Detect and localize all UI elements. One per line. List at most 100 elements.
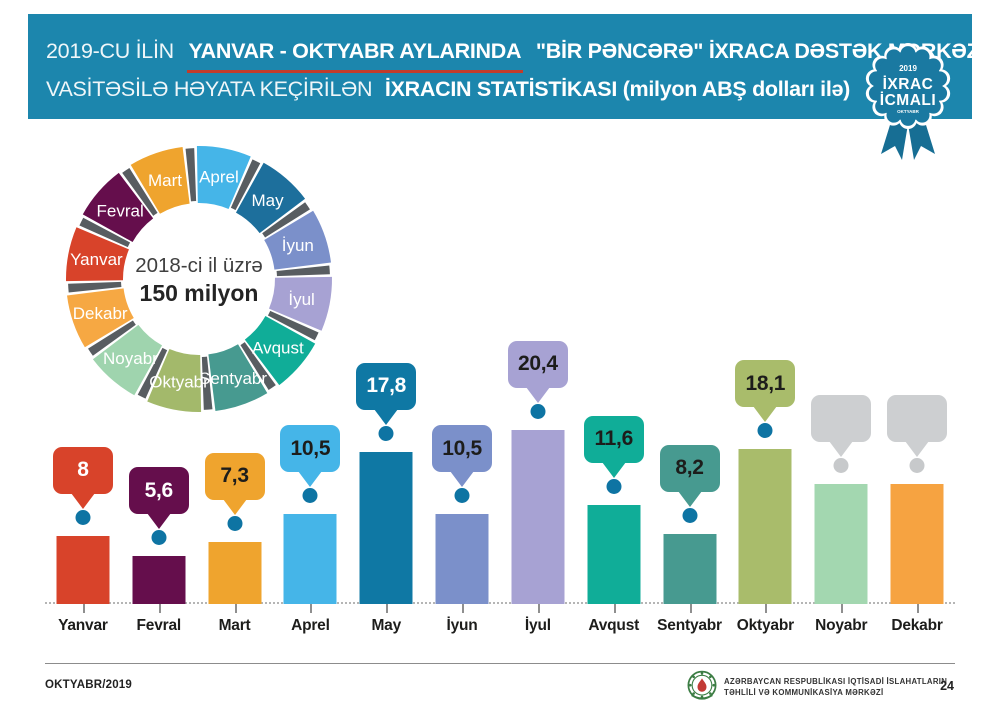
donut-segment-Noyabr — [92, 324, 163, 396]
pointer-dot-icon — [833, 458, 849, 473]
pointer-dot-icon — [302, 488, 318, 504]
donut-separator — [201, 356, 213, 410]
donut-segment-Fevral — [82, 172, 154, 243]
donut-segment-label: İyul — [288, 290, 314, 309]
value-bubble — [811, 395, 872, 442]
bar — [511, 429, 565, 604]
month-label: Yanvar — [58, 617, 108, 634]
pointer-dot-icon — [151, 530, 167, 546]
month-label: Oktyabr — [736, 617, 794, 634]
donut-segment-label: May — [251, 191, 284, 210]
donut-center-label: 2018-ci il üzrə 150 milyon — [60, 140, 338, 418]
title-line1-light: 2019-CU İLİN — [46, 39, 174, 63]
pointer-dot-icon — [757, 423, 773, 439]
donut-separator — [262, 202, 310, 238]
badge-title-line1: İXRAC — [883, 76, 934, 93]
donut-segment-label: Aprel — [199, 167, 239, 186]
value-bubble: 18,1 — [735, 360, 796, 408]
axis-tick — [310, 604, 313, 613]
donut-segment-label: Mart — [148, 171, 182, 190]
month-label: Noyabr — [815, 617, 868, 634]
footer-org-line2: TƏHLİLİ VƏ KOMMUNİKASİYA MƏRKƏZİ — [724, 688, 884, 697]
pointer-dot-icon — [682, 507, 698, 523]
bar-column-May: 17,8 May — [348, 130, 424, 634]
donut-segment-Sentyabr — [208, 344, 268, 411]
value-bubble: 8,2 — [659, 444, 720, 492]
month-label: Mart — [218, 617, 251, 634]
bar — [738, 449, 792, 604]
donut-segment-Oktyabr — [147, 349, 202, 412]
title-line1-underlined: YANVAR - OKTYABR AYLARINDA — [186, 35, 524, 73]
axis-tick — [158, 604, 161, 613]
bar-column-İyun: 10,5 İyun — [424, 130, 500, 634]
value-bubble: 17,8 — [356, 362, 417, 410]
donut-separator — [68, 281, 122, 293]
donut-center-line1: 2018-ci il üzrə — [135, 253, 263, 277]
state-emblem-icon — [686, 670, 718, 702]
donut-separator — [240, 342, 276, 390]
axis-tick — [537, 604, 540, 613]
bar — [208, 541, 262, 604]
axis-tick — [82, 604, 85, 613]
donut-segment-label: Avqust — [252, 339, 304, 358]
bar-column-Mart: 7,3 Mart — [197, 130, 273, 634]
month-label: İyul — [524, 617, 551, 634]
donut-segment-label: Yanvar — [70, 250, 123, 269]
bar — [663, 533, 717, 604]
bar-column-Yanvar: 8 Yanvar — [45, 130, 121, 634]
month-label: Avqust — [588, 617, 640, 634]
value-bubble: 10,5 — [280, 425, 341, 473]
bar-column-Oktyabr: 18,1 Oktyabr — [727, 130, 803, 634]
title-line2-bold: İXRACIN STATİSTİKASI (milyon ABŞ dolları… — [384, 77, 851, 101]
title-line2-light: VASİTƏSİLƏ HƏYATA KEÇİRİLƏN — [46, 77, 373, 101]
pointer-dot-icon — [454, 488, 470, 504]
footer-date: OKTYABR/2019 — [45, 679, 132, 691]
bar-column-Avqust: 11,6 Avqust — [576, 130, 652, 634]
value-bubble — [887, 395, 948, 442]
badge-title-line2: İCMALI — [880, 92, 936, 109]
bar-columns: 8 Yanvar 5,6 Fevral 7,3 Mart 10,5 Aprel 17,8 May 1… — [45, 130, 955, 634]
bar-column-Sentyabr: 8,2 Sentyabr — [652, 130, 728, 634]
badge-year: 2019 — [899, 64, 917, 73]
bar — [890, 484, 944, 604]
donut-separator — [276, 265, 330, 277]
bar-column-Noyabr: Noyabr — [803, 130, 879, 634]
badge-rosette-face — [868, 46, 948, 126]
value-bubble: 20,4 — [507, 340, 568, 388]
bar — [56, 535, 110, 604]
month-label: Fevral — [136, 617, 182, 634]
header-banner: 2019-CU İLİN YANVAR - OKTYABR AYLARINDA … — [28, 14, 985, 119]
value-bubble: 10,5 — [432, 425, 493, 473]
axis-tick — [234, 604, 237, 613]
bar — [132, 556, 186, 604]
bar-column-İyul: 20,4 İyul — [500, 130, 576, 634]
donut-segment-label: Fevral — [97, 201, 144, 220]
axis-tick — [386, 604, 389, 613]
value-bubble: 7,3 — [204, 452, 265, 500]
donut-separator — [137, 347, 168, 399]
donut-segment-Yanvar — [66, 227, 129, 282]
month-label: Sentyabr — [657, 617, 722, 634]
month-label: May — [371, 617, 401, 634]
donut-center-line2: 150 milyon — [139, 279, 259, 306]
bar — [359, 451, 413, 604]
donut-segment-Aprel — [196, 146, 251, 209]
bar — [814, 484, 868, 604]
bar-column-Fevral: 5,6 Fevral — [121, 130, 197, 634]
axis-tick — [765, 604, 768, 613]
bar — [435, 514, 489, 604]
pointer-dot-icon — [909, 458, 925, 473]
value-bubble: 11,6 — [583, 415, 644, 463]
donut-segment-May — [235, 162, 306, 234]
axis-tick — [613, 604, 616, 613]
export-review-badge: 2019 İXRAC İCMALI OKTYABR — [856, 34, 960, 160]
axis-tick — [841, 604, 844, 613]
donut-segment-label: İyun — [282, 236, 314, 255]
pointer-dot-icon — [606, 478, 622, 494]
axis-tick — [917, 604, 920, 613]
donut-segment-Mart — [130, 147, 190, 214]
footer-divider — [45, 663, 955, 664]
donut-separator — [79, 217, 131, 248]
page-number: 24 — [940, 679, 954, 693]
pointer-dot-icon — [378, 425, 394, 441]
